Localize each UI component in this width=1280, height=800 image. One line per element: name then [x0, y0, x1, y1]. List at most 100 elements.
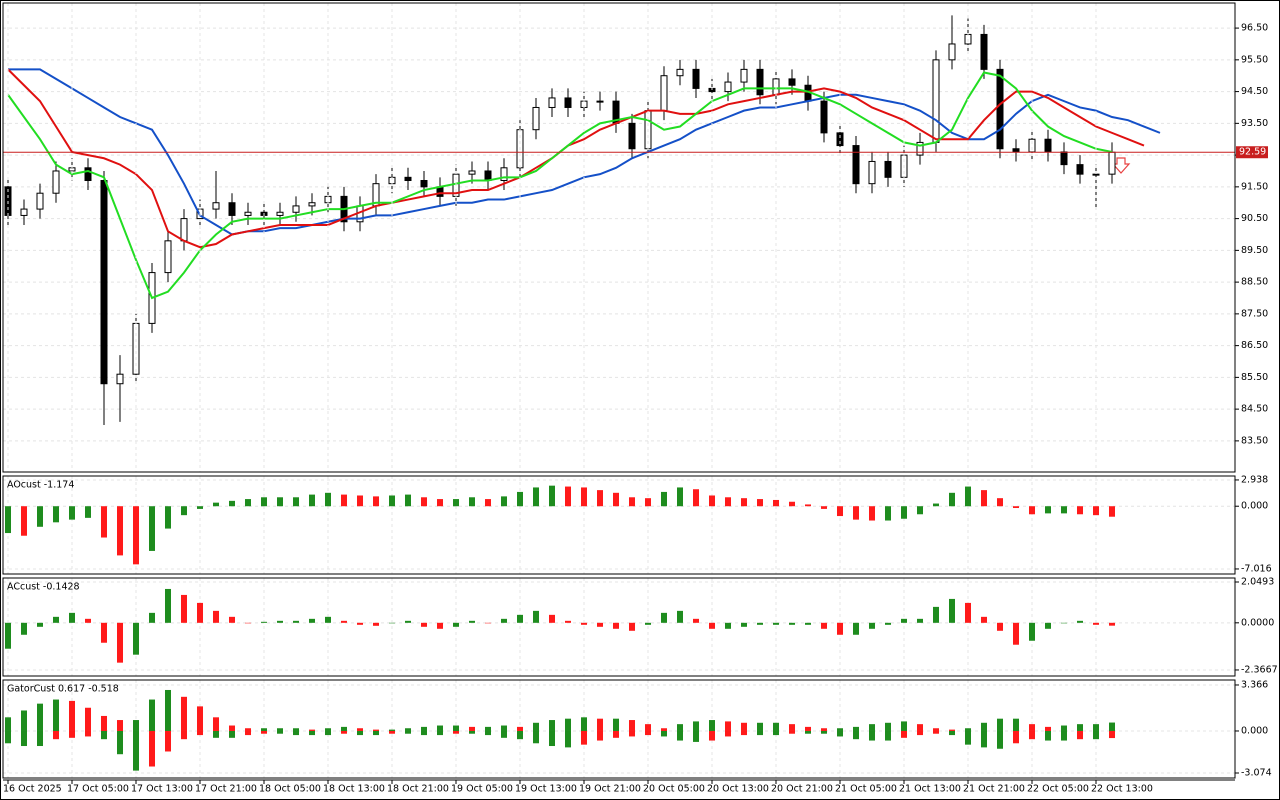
gator-bar [117, 730, 123, 755]
histogram-bar [165, 588, 171, 623]
histogram-bar [1093, 622, 1099, 625]
histogram-bar [869, 506, 875, 521]
gator-bar [709, 720, 715, 731]
histogram-bar [661, 491, 667, 507]
gator-bar [853, 730, 859, 740]
y-tick-label: -3.074 [1241, 767, 1272, 778]
gator-bar [1061, 725, 1067, 731]
gator-bar [917, 724, 923, 731]
candle-body [180, 218, 188, 242]
gator-bar [805, 726, 811, 731]
candle-body [676, 68, 684, 77]
histogram-bar [309, 618, 315, 623]
y-tick-label: 94.50 [1241, 86, 1268, 97]
gator-bar [869, 730, 875, 741]
gator-bar [197, 730, 203, 736]
histogram-bar [1029, 622, 1035, 641]
gator-bar [437, 730, 443, 736]
gator-bar [245, 730, 251, 736]
histogram-bar [677, 610, 683, 623]
histogram-bar [1077, 620, 1083, 623]
candle-body [244, 211, 252, 216]
x-tick-label: 22 Oct 13:00 [1091, 784, 1153, 795]
histogram-bar [741, 622, 747, 627]
histogram-bar [997, 498, 1003, 507]
gator-bar [469, 730, 475, 734]
histogram-bar [181, 594, 187, 623]
gator-bar [1077, 724, 1083, 731]
histogram-bar [325, 492, 331, 507]
histogram-bar [933, 606, 939, 623]
panel-frame [2, 679, 1236, 779]
x-tick-label: 19 Oct 05:00 [451, 784, 513, 795]
gator-bar [549, 720, 555, 731]
histogram-bar [213, 502, 219, 507]
gator-bar [117, 720, 123, 731]
candle-body [836, 132, 844, 147]
histogram-bar [469, 620, 475, 623]
candle-body [164, 240, 172, 274]
gator-bar [149, 699, 155, 731]
candle-body [548, 97, 556, 108]
x-tick-label: 17 Oct 05:00 [67, 784, 129, 795]
gator-bar [645, 724, 651, 731]
gator-bar [853, 726, 859, 731]
histogram-bar [485, 499, 491, 507]
y-tick-label: 84.50 [1241, 404, 1268, 415]
gator-bar [21, 730, 27, 747]
candle-body [980, 33, 988, 70]
gator-bar [613, 730, 619, 738]
gator-bar [885, 722, 891, 731]
histogram-bar [965, 602, 971, 623]
candle-body [212, 202, 220, 210]
gator-bar [821, 730, 827, 734]
x-tick-label: 18 Oct 21:00 [387, 784, 449, 795]
y-tick-label: -7.016 [1241, 563, 1272, 574]
gator-bar [181, 730, 187, 740]
histogram-bar [565, 486, 571, 507]
x-tick-label: 21 Oct 13:00 [899, 784, 961, 795]
y-tick-label: 2.0493 [1241, 576, 1274, 587]
candle-body [1044, 138, 1052, 153]
candle-body [100, 180, 108, 385]
histogram-bar [1109, 506, 1115, 517]
histogram-bar [277, 620, 283, 623]
gator-bar [581, 730, 587, 745]
histogram-bar [453, 622, 459, 627]
gator-bar [661, 730, 667, 737]
gator-bar [181, 696, 187, 731]
gator-bar [789, 724, 795, 731]
gator-bar [1029, 730, 1035, 740]
histogram-bar [1061, 622, 1067, 624]
histogram-bar [597, 490, 603, 507]
candle-body [1076, 164, 1084, 175]
histogram-bar [101, 622, 107, 643]
histogram-bar [501, 496, 507, 507]
panel-frame [2, 2, 1236, 473]
gator-bar [149, 730, 155, 767]
gator-bar [645, 730, 651, 736]
histogram-bar [69, 612, 75, 623]
histogram-bar [37, 622, 43, 627]
histogram-bar [181, 506, 187, 516]
gator-bar [229, 725, 235, 731]
histogram-bar [149, 612, 155, 623]
histogram-bar [197, 506, 203, 509]
gator-bar [213, 717, 219, 731]
histogram-bar [1029, 506, 1035, 515]
histogram-bar [389, 495, 395, 507]
gator-bar [741, 722, 747, 731]
gator-bar [725, 721, 731, 731]
candle-body [932, 59, 940, 143]
histogram-bar [805, 504, 811, 507]
gator-bar [437, 725, 443, 731]
histogram-bar [37, 506, 43, 527]
x-tick-label: 21 Oct 05:00 [835, 784, 897, 795]
histogram-bar [853, 622, 859, 635]
gator-bar [597, 730, 603, 741]
gator-bar [53, 699, 59, 731]
candle-body [692, 68, 700, 89]
panel-frame [2, 577, 1236, 677]
gator-bar [1045, 726, 1051, 731]
